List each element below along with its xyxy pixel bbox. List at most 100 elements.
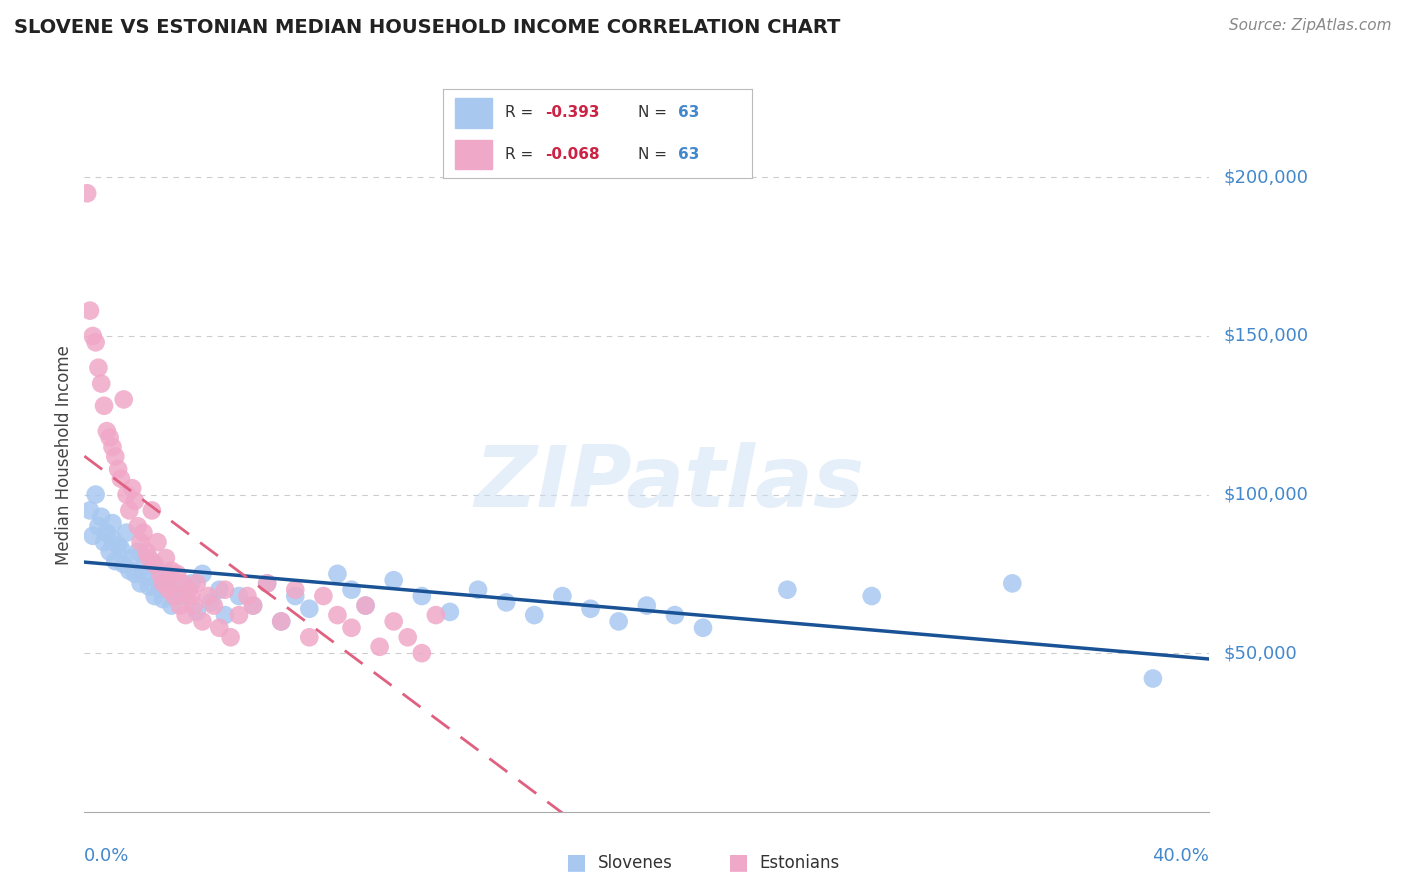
Point [354, 599, 377, 613]
Point [160, 564, 183, 578]
Point [312, 589, 335, 603]
Point [411, 589, 433, 603]
Point [180, 589, 202, 603]
Point [104, 554, 127, 568]
Point [326, 566, 349, 581]
Point [93, 535, 115, 549]
Point [138, 580, 160, 594]
Point [579, 601, 602, 615]
Point [101, 532, 124, 546]
Point [1142, 672, 1164, 686]
Point [152, 576, 174, 591]
Point [82, 329, 104, 343]
Text: R =: R = [505, 147, 538, 162]
Point [607, 615, 630, 629]
Point [121, 551, 143, 566]
Point [166, 566, 188, 581]
Point [340, 621, 363, 635]
Text: 40.0%: 40.0% [1153, 847, 1209, 865]
Point [551, 589, 574, 603]
Point [135, 570, 157, 584]
Point [411, 646, 433, 660]
Point [382, 573, 405, 587]
Text: $50,000: $50,000 [1223, 644, 1296, 662]
Point [96, 424, 118, 438]
Point [115, 525, 138, 540]
Point [110, 472, 132, 486]
Point [141, 554, 163, 568]
Point [219, 630, 242, 644]
Point [87, 360, 110, 375]
Point [228, 589, 250, 603]
Point [132, 560, 155, 574]
Point [124, 566, 146, 581]
Point [104, 450, 127, 464]
Point [93, 399, 115, 413]
Point [382, 615, 405, 629]
Point [326, 608, 349, 623]
Point [155, 551, 177, 566]
Point [96, 525, 118, 540]
Point [256, 576, 278, 591]
Point [163, 589, 186, 603]
Point [270, 615, 292, 629]
Point [160, 599, 183, 613]
Text: SLOVENE VS ESTONIAN MEDIAN HOUSEHOLD INCOME CORRELATION CHART: SLOVENE VS ESTONIAN MEDIAN HOUSEHOLD INC… [14, 18, 841, 37]
Text: R =: R = [505, 105, 538, 120]
Text: N =: N = [638, 147, 672, 162]
Point [107, 462, 129, 476]
Point [112, 392, 135, 407]
Point [76, 186, 98, 201]
Text: $150,000: $150,000 [1223, 327, 1309, 345]
Text: ZIPatlas: ZIPatlas [474, 442, 865, 525]
Point [118, 503, 141, 517]
Text: ■: ■ [728, 853, 748, 872]
Point [146, 573, 169, 587]
Point [214, 582, 236, 597]
Point [157, 566, 180, 581]
Text: Slovenes: Slovenes [598, 854, 672, 871]
Point [98, 430, 121, 444]
Point [110, 541, 132, 556]
Point [228, 608, 250, 623]
Point [149, 582, 172, 597]
Point [112, 558, 135, 572]
Point [141, 503, 163, 517]
Text: ■: ■ [567, 853, 586, 872]
Point [284, 589, 307, 603]
Point [298, 601, 321, 615]
Point [256, 576, 278, 591]
Point [129, 535, 152, 549]
Point [118, 564, 141, 578]
Point [368, 640, 391, 654]
Point [180, 576, 202, 591]
Point [90, 509, 112, 524]
Point [186, 576, 208, 591]
Point [146, 535, 169, 549]
Point [149, 566, 172, 581]
Point [208, 621, 231, 635]
Point [84, 335, 107, 350]
Text: 0.0%: 0.0% [84, 847, 129, 865]
Point [152, 592, 174, 607]
Point [664, 608, 686, 623]
Point [121, 481, 143, 495]
Point [172, 576, 194, 591]
Point [174, 608, 197, 623]
Point [425, 608, 447, 623]
Point [143, 558, 166, 572]
Text: $100,000: $100,000 [1223, 485, 1308, 504]
Text: $200,000: $200,000 [1223, 169, 1308, 186]
Point [495, 595, 517, 609]
Point [90, 376, 112, 391]
Point [284, 582, 307, 597]
Text: -0.068: -0.068 [546, 147, 599, 162]
Point [191, 615, 214, 629]
Point [183, 599, 205, 613]
Bar [456, 98, 492, 128]
Point [467, 582, 489, 597]
Point [202, 599, 225, 613]
Text: 63: 63 [678, 147, 699, 162]
Point [692, 621, 714, 635]
Point [138, 551, 160, 566]
